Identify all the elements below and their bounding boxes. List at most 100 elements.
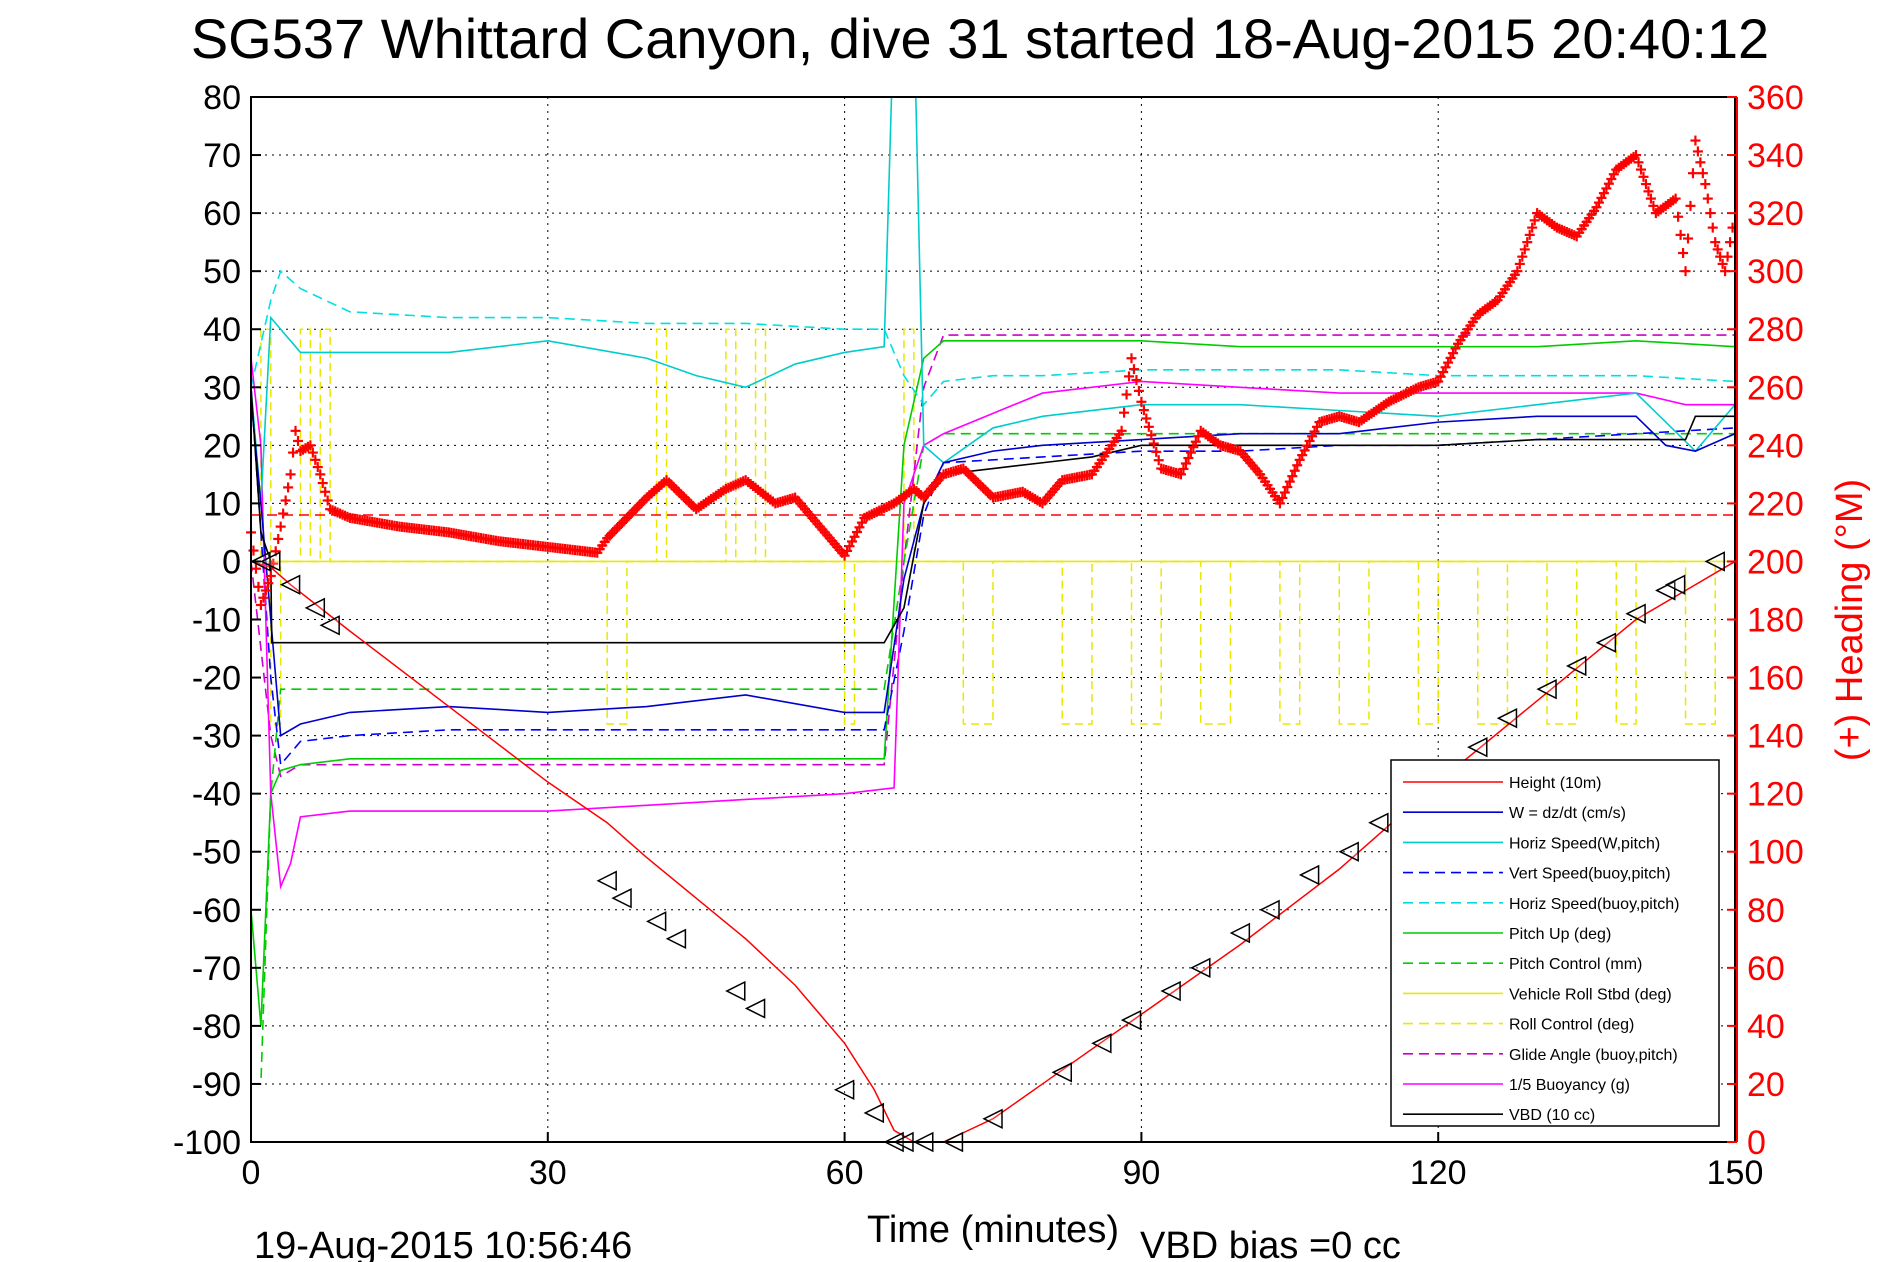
heading-point [307, 447, 318, 458]
heading-point [1126, 353, 1137, 364]
y-tick-label: 50 [203, 253, 241, 291]
y-tick-label: -10 [192, 602, 241, 640]
right-tick-label: 140 [1747, 718, 1804, 756]
dive-marker [596, 870, 617, 891]
heading-point [1178, 463, 1189, 474]
chart-title: SG537 Whittard Canyon, dive 31 started 1… [191, 7, 1769, 70]
dive-marker [260, 551, 281, 572]
heading-point [1133, 385, 1144, 396]
x-tick-label: 30 [529, 1154, 567, 1192]
heading-point [1148, 438, 1159, 449]
heading-point [1633, 157, 1644, 168]
heading-point [273, 533, 284, 544]
y-tick-label: -90 [192, 1066, 241, 1104]
heading-point [1185, 447, 1196, 458]
heading-point [1180, 458, 1191, 469]
legend: Height (10m) W = dz/dt (cm/s) Horiz Speed(… [1390, 759, 1720, 1127]
dive-marker [744, 998, 766, 1019]
heading-point [1690, 135, 1701, 146]
heading-point [1138, 405, 1149, 416]
heading-point [312, 462, 323, 473]
y-tick-label: 0 [222, 543, 241, 581]
series-vbd [251, 387, 1735, 644]
heading-point [1524, 229, 1535, 240]
x-tick-label: 90 [1122, 1154, 1160, 1192]
legend-entry-label: Pitch Up (deg) [1509, 926, 1611, 943]
heading-point [280, 495, 291, 506]
heading-point [1519, 244, 1530, 255]
right-tick-label: 240 [1747, 427, 1804, 465]
heading-point [278, 508, 289, 519]
dive-marker [1496, 707, 1518, 729]
y-tick-label: 70 [203, 137, 241, 175]
heading-point [1717, 258, 1728, 269]
heading-point [1512, 266, 1523, 277]
right-tick-label: 300 [1747, 253, 1804, 291]
heading-point [1710, 237, 1721, 248]
heading-point [1116, 425, 1127, 436]
heading-point [1121, 389, 1132, 400]
heading-point [1188, 442, 1199, 453]
dive-marker [725, 980, 746, 1002]
dive-marker [1536, 678, 1557, 700]
y-tick-label: -80 [192, 1008, 241, 1046]
heading-point [1725, 237, 1736, 248]
heading-point [1128, 364, 1139, 375]
series-layer [246, 97, 1738, 1142]
x-tick-label: 120 [1410, 1154, 1467, 1192]
heading-point [1282, 482, 1293, 493]
dive-marker [1190, 957, 1211, 979]
series-horiz-buoy [251, 269, 1735, 407]
y-tick-label: 40 [203, 311, 241, 349]
heading-point [1289, 465, 1300, 476]
heading-point [1638, 171, 1649, 182]
heading-point [1277, 492, 1288, 503]
y-tick-label: 60 [203, 195, 241, 233]
heading-point [1183, 453, 1194, 464]
heading-point [1636, 164, 1647, 175]
heading-point [1287, 471, 1298, 482]
x-tick-label: 150 [1707, 1154, 1764, 1192]
heading-point [250, 563, 261, 574]
legend-box [1390, 759, 1720, 1127]
heading-point [1131, 375, 1142, 386]
legend-entry-label: W = dz/dt (cm/s) [1509, 805, 1626, 822]
dive-marker [982, 1108, 1003, 1129]
right-tick-label: 280 [1747, 311, 1804, 349]
dive-marker [665, 928, 687, 950]
heading-point [1631, 150, 1642, 161]
vbd-bias-text: VBD bias =0 cc [1140, 1225, 1401, 1262]
heading-point [1685, 200, 1696, 211]
heading-point [1279, 487, 1290, 498]
heading-point [1697, 168, 1708, 179]
series-glide [251, 334, 1735, 778]
dive-marker [1664, 574, 1686, 595]
heading-point [1529, 215, 1540, 226]
heading-point [315, 469, 326, 480]
dive-marker [1160, 980, 1181, 1002]
dive-marker [1051, 1062, 1073, 1083]
heading-point [1648, 200, 1659, 211]
heading-point [317, 478, 328, 489]
heading-point [1700, 179, 1711, 190]
heading-point [248, 545, 259, 556]
y-tick-label: -20 [192, 660, 241, 698]
heading-point [1705, 208, 1716, 219]
right-tick-label: 80 [1747, 892, 1785, 930]
heading-point [1124, 371, 1135, 382]
heading-point [1640, 179, 1651, 190]
dive-marker [1229, 922, 1251, 944]
legend-entry-label: Pitch Control (mm) [1509, 956, 1642, 973]
heading-point [292, 435, 303, 446]
heading-point [1143, 421, 1154, 432]
legend-entry-label: Vehicle Roll Stbd (deg) [1509, 986, 1672, 1003]
x-tick-label: 60 [826, 1154, 864, 1192]
dive-marker [611, 887, 632, 909]
dive-marker [645, 911, 667, 932]
dive-marker [1298, 864, 1320, 886]
heading-point [1707, 222, 1718, 233]
y-tick-label: 20 [203, 427, 241, 465]
dive-marker [304, 597, 326, 619]
series-roll-control [251, 328, 1735, 725]
